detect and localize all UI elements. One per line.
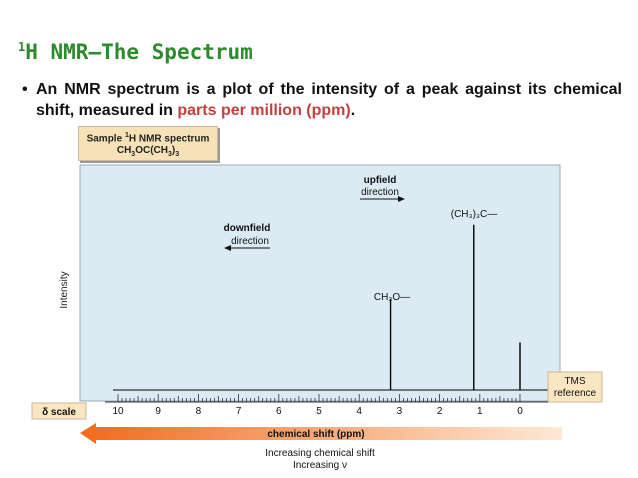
peaks-group bbox=[389, 224, 521, 390]
delta-scale-label: δ scale bbox=[42, 407, 76, 418]
upfield-label: upfield bbox=[364, 175, 397, 186]
x-tick-label: 9 bbox=[155, 406, 161, 417]
downfield-arrowhead bbox=[224, 245, 231, 251]
slide-title: 1H NMR—The Spectrum bbox=[18, 40, 253, 64]
x-tick-label: 3 bbox=[397, 406, 403, 417]
x-tick-label: 0 bbox=[517, 406, 523, 417]
downfield-label: downfield bbox=[224, 223, 271, 234]
x-tick-label: 5 bbox=[316, 406, 322, 417]
increasing-shift-label: Increasing chemical shift bbox=[265, 448, 375, 459]
x-axis-label: chemical shift (ppm) bbox=[267, 429, 364, 440]
increasing-nu-label: Increasing ν bbox=[293, 460, 347, 471]
tms-box bbox=[547, 371, 603, 403]
delta-scale-box bbox=[31, 402, 87, 420]
downfield-direction-label: direction bbox=[231, 236, 269, 247]
bullet-text-end: . bbox=[350, 102, 356, 119]
x-tick-label: 2 bbox=[437, 406, 443, 417]
plot-area bbox=[79, 164, 561, 402]
tms-reference-label: reference bbox=[554, 388, 597, 399]
bullet-highlight: parts per million (ppm) bbox=[177, 102, 351, 119]
title-superscript: 1 bbox=[18, 40, 26, 54]
x-tick-label: 10 bbox=[112, 406, 124, 417]
sample-caption-box: Sample 1H NMR spectrum CH3OC(CH3)3 bbox=[78, 126, 218, 161]
x-tick-label: 1 bbox=[477, 406, 483, 417]
title-text: H NMR—The Spectrum bbox=[25, 40, 253, 64]
x-ticks-group bbox=[117, 394, 521, 402]
bullet-text-main: An NMR spectrum is a plot of the intensi… bbox=[36, 81, 622, 119]
bullet-paragraph: • An NMR spectrum is a plot of the inten… bbox=[22, 79, 622, 121]
x-tick-label: 7 bbox=[236, 406, 242, 417]
upfield-direction-label: direction bbox=[361, 187, 399, 198]
x-tick-labels-group: 10 9 8 7 6 5 4 3 2 1 0 bbox=[112, 406, 523, 417]
sample-caption-formula: CH3OC(CH3)3 bbox=[116, 145, 180, 159]
sample-caption-line1: Sample 1H NMR spectrum bbox=[86, 132, 210, 145]
x-tick-label: 4 bbox=[356, 406, 362, 417]
tms-label: TMS bbox=[564, 376, 585, 387]
x-tick-label: 8 bbox=[196, 406, 202, 417]
bullet-text: An NMR spectrum is a plot of the intensi… bbox=[36, 79, 622, 121]
upfield-arrowhead bbox=[398, 196, 405, 202]
y-axis-label: Intensity bbox=[59, 271, 70, 308]
bullet-dot: • bbox=[22, 81, 28, 98]
peak-label-ch3o: CH₃O— bbox=[374, 292, 410, 303]
peak-label-tbutyl: (CH₃)₃C— bbox=[451, 209, 497, 220]
x-tick-label: 6 bbox=[276, 406, 282, 417]
chemical-shift-arrow bbox=[80, 423, 562, 444]
